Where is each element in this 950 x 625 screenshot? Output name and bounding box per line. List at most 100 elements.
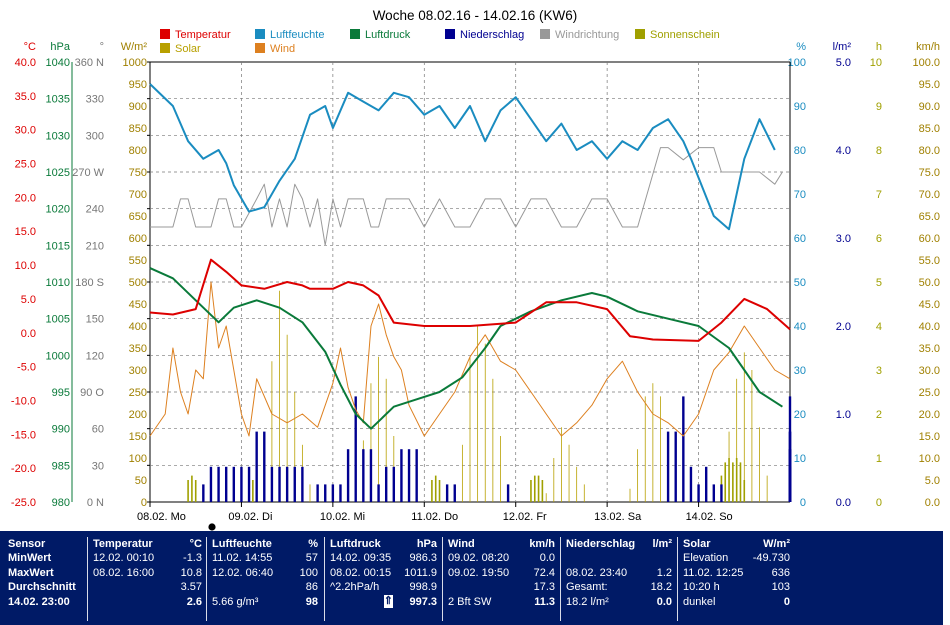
bars xyxy=(187,290,792,502)
niederschlag-bar xyxy=(445,484,449,502)
niederschlag-bar xyxy=(324,484,327,502)
temp-tick-label: 15.0 xyxy=(15,226,36,238)
series-line-windrichtung xyxy=(150,147,783,246)
h-tick-label: 4 xyxy=(876,321,882,333)
info-header-label: Luftdruck xyxy=(330,538,381,550)
info-header-label: Niederschlag xyxy=(566,538,636,550)
niederschlag-bar xyxy=(362,449,365,502)
info-separator xyxy=(324,537,325,621)
day-label-0: 08.02. Mo xyxy=(137,511,186,523)
info-row-value: 57 xyxy=(305,552,318,565)
info-row: 2 Bft SW 11.3 xyxy=(448,595,555,609)
kmh-tick-label: 40.0 xyxy=(919,321,940,333)
info-row: 3.57 xyxy=(93,580,202,594)
chart-title: Woche 08.02.16 - 14.02.16 (KW6) xyxy=(373,8,578,23)
info-row: MinWert xyxy=(8,551,82,565)
pct-tick-label: 10 xyxy=(794,453,806,465)
temp-tick-label: 10.0 xyxy=(15,260,36,272)
h-tick-label: 10 xyxy=(870,57,882,69)
pct-tick-label: 80 xyxy=(794,145,806,157)
temp-tick-label: 40.0 xyxy=(15,57,36,69)
kmh-tick-label: 0.0 xyxy=(925,497,940,509)
info-row-label: 10:20 h xyxy=(683,581,720,594)
kmh-tick-label: 80.0 xyxy=(919,145,940,157)
info-row-value: 11.3 xyxy=(534,595,555,608)
info-row-label: 08.02. 16:00 xyxy=(93,566,155,579)
series-line-luftdruck xyxy=(149,267,783,430)
up-arrow-icon: ⇑ xyxy=(383,594,393,608)
info-row-value: 17.3 xyxy=(533,581,555,594)
niederschlag-bar xyxy=(704,466,708,502)
niederschlag-bar xyxy=(453,484,456,502)
wm2-tick-label: 150 xyxy=(129,431,147,443)
sonnenschein-bar xyxy=(194,480,197,502)
legend-swatch-2 xyxy=(350,29,360,39)
info-header-unit: l/m² xyxy=(652,538,672,550)
info-row-value: 998.9 xyxy=(409,581,437,594)
h-tick-label: 8 xyxy=(876,145,882,157)
info-separator xyxy=(442,537,443,621)
info-row-label: ^2.2hPa/h xyxy=(330,581,380,594)
info-row: Elevation -49.730 xyxy=(683,551,790,565)
deg-tick-label: 180 S xyxy=(75,277,104,289)
temp-tick-label: 20.0 xyxy=(15,192,36,204)
info-row: 08.02. 23:40 1.2 xyxy=(566,566,672,580)
axes: °C40.035.030.025.020.015.010.05.00.0-5.0… xyxy=(11,41,940,509)
info-column: Temperatur °C 12.02. 00:10 -1.3 08.02. 16:00… xyxy=(93,537,202,621)
deg-tick-label: 30 xyxy=(92,460,104,472)
wm2-tick-label: 900 xyxy=(129,101,147,113)
info-row-value: -49.730 xyxy=(752,552,790,565)
series-line-luftfeuchte xyxy=(149,83,776,231)
day-label-2: 10.02. Mi xyxy=(320,511,365,523)
niederschlag-bar xyxy=(415,449,418,502)
deg-unit: ° xyxy=(100,41,104,53)
temp-tick-label: -25.0 xyxy=(11,497,36,509)
info-row-value: 10.8 xyxy=(180,566,202,579)
wm2-tick-label: 350 xyxy=(129,343,147,355)
niederschlag-bar xyxy=(255,431,258,502)
info-row-value: 0 xyxy=(783,595,790,608)
hpa-tick-label: 1015 xyxy=(46,240,70,252)
legend-label-3: Niederschlag xyxy=(460,29,524,41)
wm2-tick-label: 450 xyxy=(129,299,147,311)
hpa-tick-label: 1005 xyxy=(46,314,70,326)
info-header-unit: hPa xyxy=(416,538,437,550)
info-row: 11.02. 12:25 636 xyxy=(683,566,790,580)
wm2-tick-label: 500 xyxy=(129,277,147,289)
niederschlag-bar xyxy=(720,484,723,502)
temp-tick-label: 25.0 xyxy=(15,159,36,171)
hpa-tick-label: 1030 xyxy=(46,130,70,142)
info-header-unit: °C xyxy=(189,538,202,550)
info-row: 14.02. 09:35 986.3 xyxy=(330,551,437,565)
info-row-value: 986.3 xyxy=(409,552,437,565)
h-tick-label: 6 xyxy=(876,233,882,245)
sonnenschein-bar xyxy=(533,475,536,502)
niederschlag-bar xyxy=(339,484,342,502)
sonnenschein-bar xyxy=(434,475,437,502)
niederschlag-bar xyxy=(788,484,792,502)
legend-label-6: Solar xyxy=(175,43,201,55)
legend-label-0: Temperatur xyxy=(175,29,231,41)
info-row: 09.02. 19:50 72.4 xyxy=(448,566,555,580)
day-label-3: 11.02. Do xyxy=(411,511,458,523)
kmh-tick-label: 100.0 xyxy=(912,57,940,69)
sonnenschein-bar xyxy=(187,480,189,502)
hpa-tick-label: 1035 xyxy=(46,94,70,106)
hpa-tick-label: 1025 xyxy=(46,167,70,179)
sonnenschein-bar xyxy=(530,480,532,502)
niederschlag-bar xyxy=(285,466,289,502)
sonnenschein-bar xyxy=(541,480,544,502)
deg-tick-label: 0 N xyxy=(87,497,104,509)
info-row: Gesamt: 18.2 xyxy=(566,580,672,594)
info-row: 12.02. 06:40 100 xyxy=(212,566,318,580)
info-row-value: 3.57 xyxy=(180,581,202,594)
info-row: 18.2 l/m² 0.0 xyxy=(566,595,672,609)
niederschlag-bar xyxy=(384,466,388,502)
deg-tick-label: 60 xyxy=(92,424,104,436)
niederschlag-bar xyxy=(346,449,350,502)
niederschlag-bar xyxy=(209,466,213,502)
niederschlag-bar xyxy=(377,484,380,502)
legend-swatch-7 xyxy=(255,43,265,53)
wm2-tick-label: 850 xyxy=(129,123,147,135)
series-line-temperatur xyxy=(149,258,791,342)
